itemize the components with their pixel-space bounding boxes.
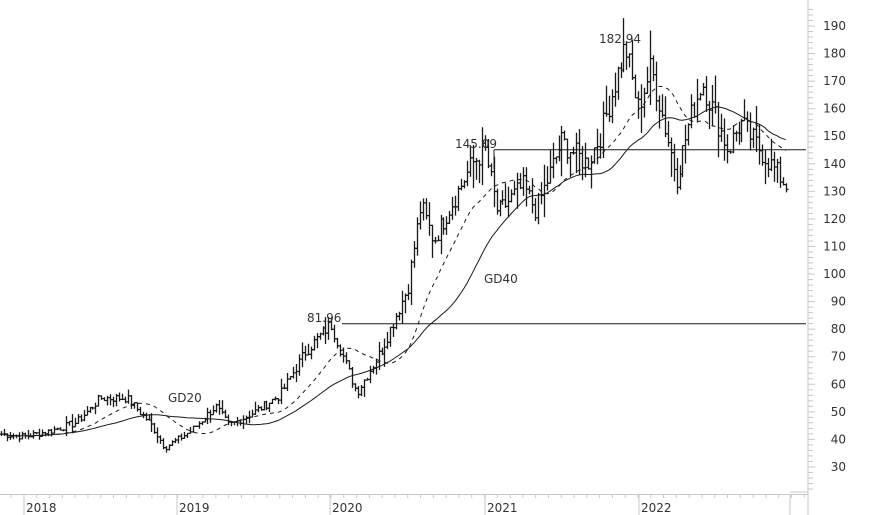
y-tick-label: 140 xyxy=(823,157,846,171)
y-tick-label: 150 xyxy=(823,129,846,143)
x-tick-label: 2021 xyxy=(487,501,518,515)
x-tick-label: 2022 xyxy=(641,501,672,515)
y-tick-label: 180 xyxy=(823,47,846,61)
gd20-label: GD20 xyxy=(168,391,202,405)
y-tick-label: 110 xyxy=(823,239,846,253)
peak-label: 182.94 xyxy=(599,32,641,46)
plot-area xyxy=(0,18,806,453)
y-tick-label: 170 xyxy=(823,74,846,88)
y-tick-label: 40 xyxy=(831,432,846,446)
y-tick-label: 50 xyxy=(831,405,846,419)
y-tick-label: 90 xyxy=(831,295,846,309)
y-tick-label: 130 xyxy=(823,184,846,198)
ohlc-bars xyxy=(0,18,789,453)
gd40-label: GD40 xyxy=(484,272,518,286)
y-tick-label: 80 xyxy=(831,322,846,336)
x-tick-label: 2019 xyxy=(179,501,210,515)
y-tick-label: 30 xyxy=(831,460,846,474)
gd40-line xyxy=(0,106,786,437)
y-tick-label: 60 xyxy=(831,377,846,391)
y-tick-label: 120 xyxy=(823,212,846,226)
y-tick-label: 100 xyxy=(823,267,846,281)
y-tick-label: 160 xyxy=(823,102,846,116)
x-axis: 2018 2019 2020 2021 2022 xyxy=(0,494,808,515)
level-low-label: 81.96 xyxy=(307,311,341,325)
price-bars xyxy=(0,18,789,453)
x-tick-label: 2020 xyxy=(332,501,363,515)
y-tick-label: 190 xyxy=(823,19,846,33)
x-tick-label: 2018 xyxy=(26,501,57,515)
y-tick-label: 70 xyxy=(831,350,846,364)
level-high-label: 145.09 xyxy=(455,137,497,151)
y-axis: 30 40 50 60 70 80 90 100 110 120 130 140 150 160 170 18… xyxy=(790,0,846,515)
